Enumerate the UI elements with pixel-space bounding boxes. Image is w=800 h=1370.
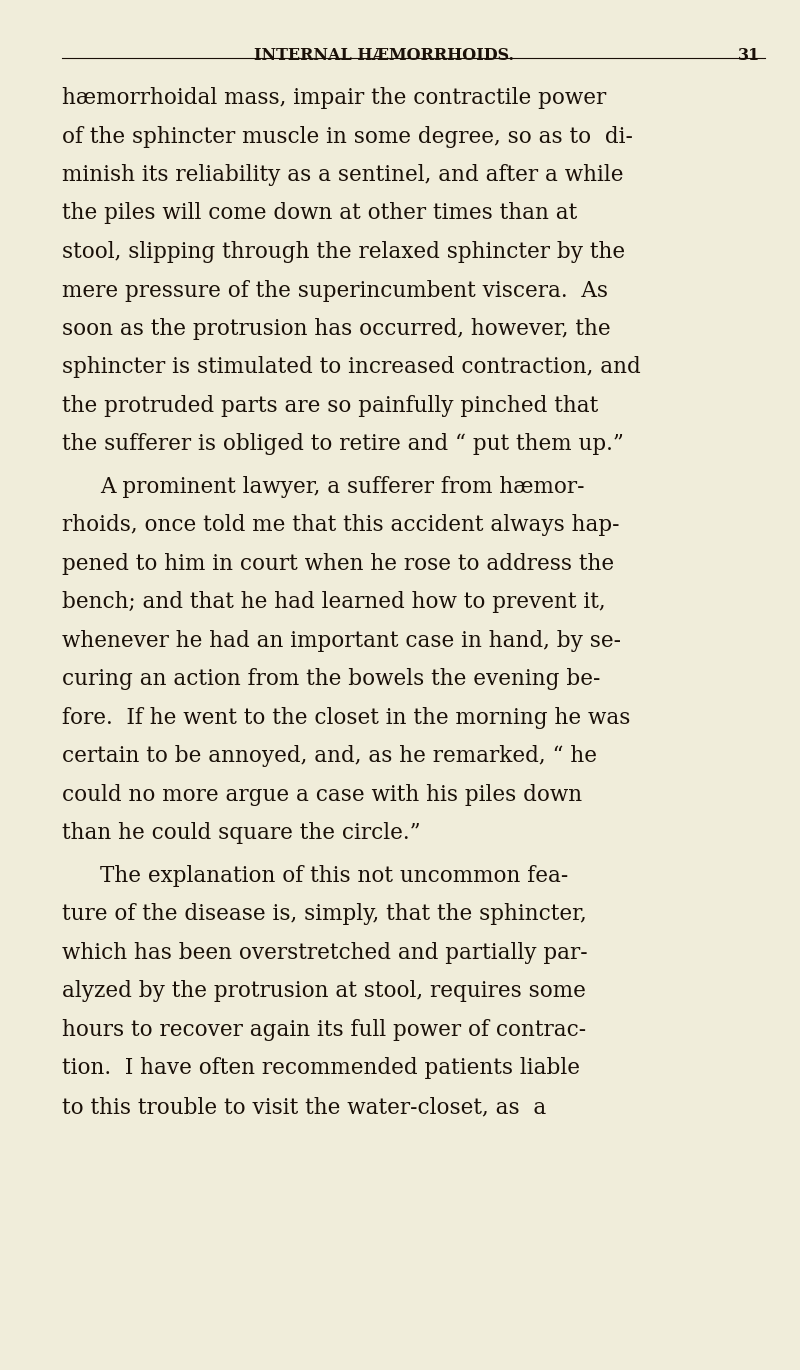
- Text: The explanation of this not uncommon fea-: The explanation of this not uncommon fea…: [100, 864, 568, 886]
- Text: whenever he had an important case in hand, by se-: whenever he had an important case in han…: [62, 630, 621, 652]
- Text: fore.  If he went to the closet in the morning he was: fore. If he went to the closet in the mo…: [62, 707, 630, 729]
- Text: of the sphincter muscle in some degree, so as to  di-: of the sphincter muscle in some degree, …: [62, 126, 633, 148]
- Text: curing an action from the bowels the evening be-: curing an action from the bowels the eve…: [62, 669, 600, 690]
- Text: certain to be annoyed, and, as he remarked, “ he: certain to be annoyed, and, as he remark…: [62, 745, 597, 767]
- Text: mere pressure of the superincumbent viscera.  As: mere pressure of the superincumbent visc…: [62, 279, 608, 301]
- Text: alyzed by the protrusion at stool, requires some: alyzed by the protrusion at stool, requi…: [62, 981, 586, 1003]
- Text: which has been overstretched and partially par-: which has been overstretched and partial…: [62, 943, 588, 964]
- Text: hours to recover again its full power of contrac-: hours to recover again its full power of…: [62, 1019, 586, 1041]
- Text: to this trouble to visit the water-closet, as  a: to this trouble to visit the water-close…: [62, 1096, 546, 1118]
- Text: than he could square the circle.”: than he could square the circle.”: [62, 822, 421, 844]
- Text: pened to him in court when he rose to address the: pened to him in court when he rose to ad…: [62, 553, 614, 575]
- Text: sphincter is stimulated to increased contraction, and: sphincter is stimulated to increased con…: [62, 356, 641, 378]
- Text: INTERNAL HÆMORRHOIDS.: INTERNAL HÆMORRHOIDS.: [254, 47, 514, 64]
- Text: bench; and that he had learned how to prevent it,: bench; and that he had learned how to pr…: [62, 592, 606, 614]
- Text: rhoids, once told me that this accident always hap-: rhoids, once told me that this accident …: [62, 515, 619, 537]
- Text: A prominent lawyer, a sufferer from hæmor-: A prominent lawyer, a sufferer from hæmo…: [100, 475, 585, 499]
- Text: soon as the protrusion has occurred, however, the: soon as the protrusion has occurred, how…: [62, 318, 610, 340]
- Text: the protruded parts are so painfully pinched that: the protruded parts are so painfully pin…: [62, 395, 598, 416]
- Text: tion.  I have often recommended patients liable: tion. I have often recommended patients …: [62, 1058, 580, 1080]
- Text: 31: 31: [738, 47, 760, 64]
- Text: the piles will come down at other times than at: the piles will come down at other times …: [62, 203, 578, 225]
- Text: stool, slipping through the relaxed sphincter by the: stool, slipping through the relaxed sphi…: [62, 241, 625, 263]
- Text: hæmorrhoidal mass, impair the contractile power: hæmorrhoidal mass, impair the contractil…: [62, 88, 606, 110]
- Text: minish its reliability as a sentinel, and after a while: minish its reliability as a sentinel, an…: [62, 164, 623, 186]
- Text: could no more argue a case with his piles down: could no more argue a case with his pile…: [62, 784, 582, 806]
- Text: the sufferer is obliged to retire and “ put them up.”: the sufferer is obliged to retire and “ …: [62, 433, 624, 455]
- Text: ture of the disease is, simply, that the sphincter,: ture of the disease is, simply, that the…: [62, 903, 586, 926]
